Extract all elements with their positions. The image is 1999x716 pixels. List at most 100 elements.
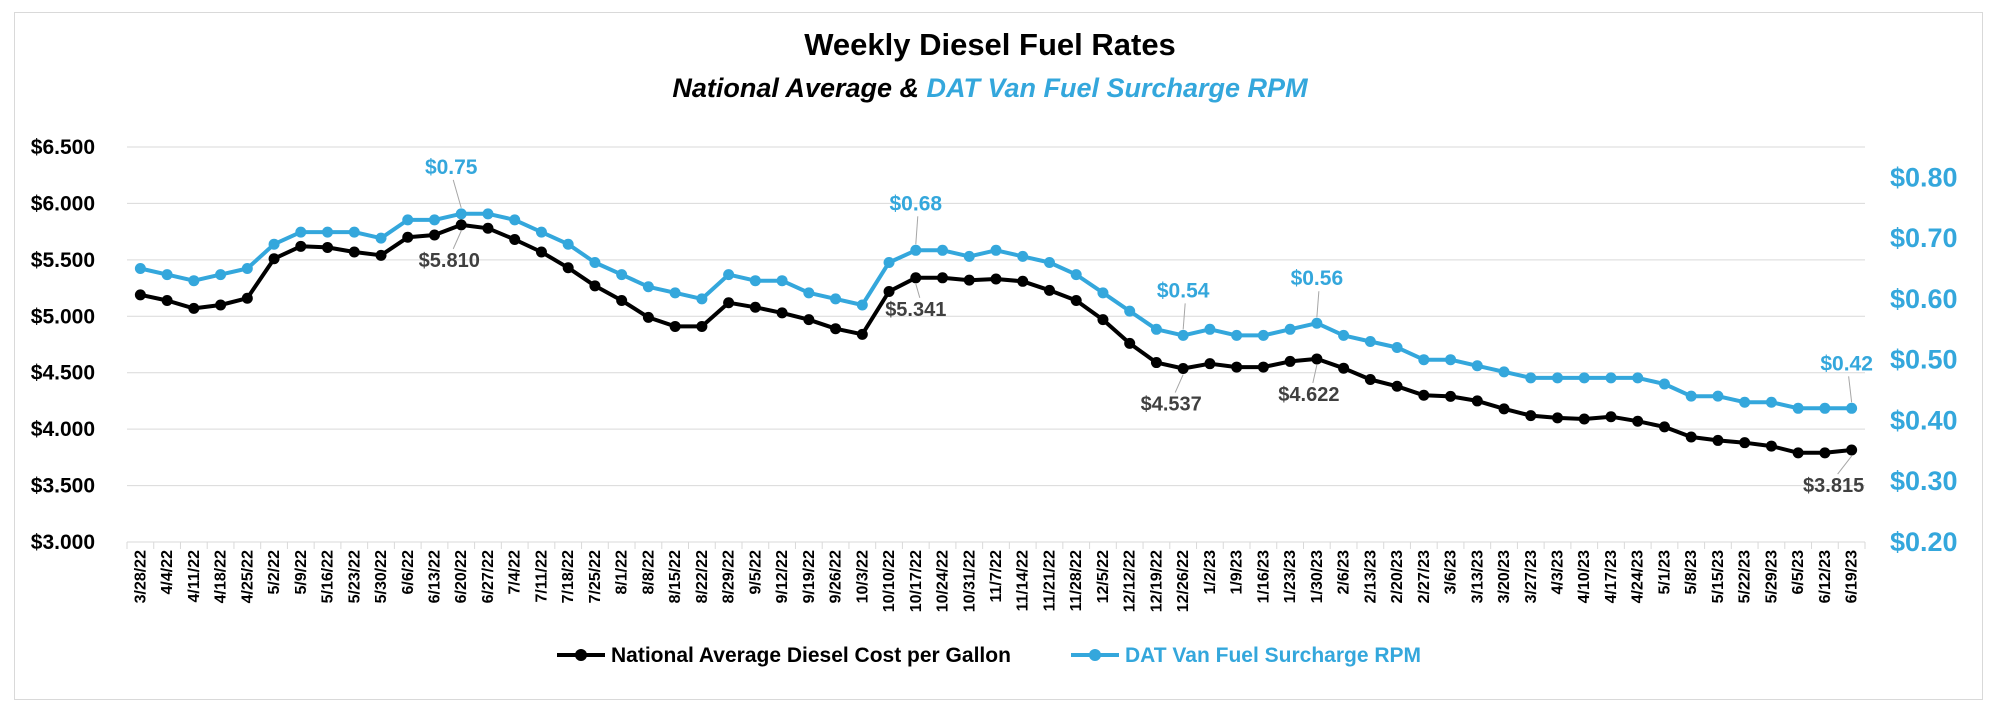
dat-point[interactable]	[1632, 372, 1644, 384]
dat-point[interactable]	[1257, 329, 1269, 341]
national-point[interactable]	[963, 274, 975, 286]
national-point[interactable]	[1364, 373, 1376, 385]
dat-point[interactable]	[1364, 335, 1376, 347]
dat-point[interactable]	[241, 263, 253, 275]
national-point[interactable]	[1043, 284, 1055, 296]
national-point[interactable]	[241, 292, 253, 304]
national-point[interactable]	[215, 299, 227, 311]
national-point[interactable]	[1257, 361, 1269, 373]
national-point[interactable]	[375, 249, 387, 261]
national-point[interactable]	[723, 297, 735, 309]
dat-point[interactable]	[803, 287, 815, 299]
national-point[interactable]	[616, 294, 628, 306]
dat-point[interactable]	[295, 226, 307, 238]
dat-point[interactable]	[509, 214, 521, 226]
legend-item-national[interactable]: National Average Diesel Cost per Gallon	[557, 644, 1011, 667]
national-point[interactable]	[1338, 362, 1350, 374]
national-point[interactable]	[1177, 363, 1189, 375]
dat-point[interactable]	[1070, 269, 1082, 281]
national-point[interactable]	[1124, 337, 1136, 349]
national-point[interactable]	[1685, 431, 1697, 443]
national-point[interactable]	[642, 311, 654, 323]
dat-point[interactable]	[1043, 256, 1055, 268]
national-point[interactable]	[1846, 444, 1858, 456]
national-point[interactable]	[830, 323, 842, 335]
dat-point[interactable]	[1097, 287, 1109, 299]
national-point[interactable]	[1150, 357, 1162, 369]
dat-point[interactable]	[1017, 250, 1029, 262]
national-point[interactable]	[1204, 358, 1216, 370]
dat-point[interactable]	[1311, 317, 1323, 329]
dat-point[interactable]	[1418, 354, 1430, 366]
dat-point[interactable]	[990, 244, 1002, 256]
national-point[interactable]	[509, 234, 521, 246]
national-point[interactable]	[1792, 447, 1804, 459]
dat-point[interactable]	[188, 275, 200, 287]
national-point[interactable]	[937, 272, 949, 284]
dat-point[interactable]	[375, 232, 387, 244]
dat-point[interactable]	[642, 281, 654, 293]
national-point[interactable]	[749, 301, 761, 313]
dat-point[interactable]	[723, 269, 735, 281]
dat-point[interactable]	[1391, 342, 1403, 354]
national-point[interactable]	[1605, 411, 1617, 423]
national-point[interactable]	[910, 272, 922, 284]
national-point[interactable]	[803, 314, 815, 326]
dat-point[interactable]	[1445, 354, 1457, 366]
dat-point[interactable]	[1685, 390, 1697, 402]
national-point[interactable]	[696, 320, 708, 332]
national-point[interactable]	[188, 302, 200, 314]
dat-point[interactable]	[883, 256, 895, 268]
national-point[interactable]	[455, 219, 467, 231]
dat-point[interactable]	[616, 269, 628, 281]
dat-point[interactable]	[1231, 329, 1243, 341]
national-point[interactable]	[990, 273, 1002, 285]
dat-point[interactable]	[482, 208, 494, 220]
national-point[interactable]	[1097, 314, 1109, 326]
dat-point[interactable]	[1658, 378, 1670, 390]
legend-item-dat[interactable]: DAT Van Fuel Surcharge RPM	[1071, 644, 1421, 667]
dat-point[interactable]	[830, 293, 842, 305]
dat-point[interactable]	[963, 250, 975, 262]
dat-point[interactable]	[696, 293, 708, 305]
national-point[interactable]	[1552, 412, 1564, 424]
dat-point[interactable]	[1338, 329, 1350, 341]
dat-point[interactable]	[589, 256, 601, 268]
dat-point[interactable]	[348, 226, 360, 238]
national-point[interactable]	[1418, 389, 1430, 401]
national-point[interactable]	[161, 294, 173, 306]
dat-point[interactable]	[428, 214, 440, 226]
national-point[interactable]	[535, 246, 547, 258]
dat-point[interactable]	[535, 226, 547, 238]
dat-point[interactable]	[1124, 305, 1136, 317]
dat-point[interactable]	[1765, 396, 1777, 408]
dat-point[interactable]	[937, 244, 949, 256]
dat-point[interactable]	[1284, 323, 1296, 335]
dat-point[interactable]	[134, 263, 146, 275]
national-point[interactable]	[1391, 380, 1403, 392]
dat-point[interactable]	[402, 214, 414, 226]
dat-point[interactable]	[776, 275, 788, 287]
dat-point[interactable]	[1712, 390, 1724, 402]
dat-point[interactable]	[161, 269, 173, 281]
dat-point[interactable]	[1150, 323, 1162, 335]
national-point[interactable]	[1445, 390, 1457, 402]
dat-point[interactable]	[1792, 402, 1804, 414]
national-point[interactable]	[1231, 361, 1243, 373]
national-point[interactable]	[268, 253, 280, 265]
national-point[interactable]	[1712, 434, 1724, 446]
national-point[interactable]	[428, 229, 440, 241]
national-point[interactable]	[1498, 403, 1510, 415]
national-point[interactable]	[322, 241, 334, 253]
national-point[interactable]	[776, 307, 788, 319]
national-point[interactable]	[1284, 355, 1296, 367]
national-point[interactable]	[1765, 440, 1777, 452]
national-point[interactable]	[1658, 421, 1670, 433]
national-point[interactable]	[1739, 437, 1751, 449]
national-point[interactable]	[134, 289, 146, 301]
national-point[interactable]	[1017, 275, 1029, 287]
dat-point[interactable]	[1204, 323, 1216, 335]
dat-point[interactable]	[1578, 372, 1590, 384]
dat-point[interactable]	[455, 208, 467, 220]
national-point[interactable]	[1070, 294, 1082, 306]
